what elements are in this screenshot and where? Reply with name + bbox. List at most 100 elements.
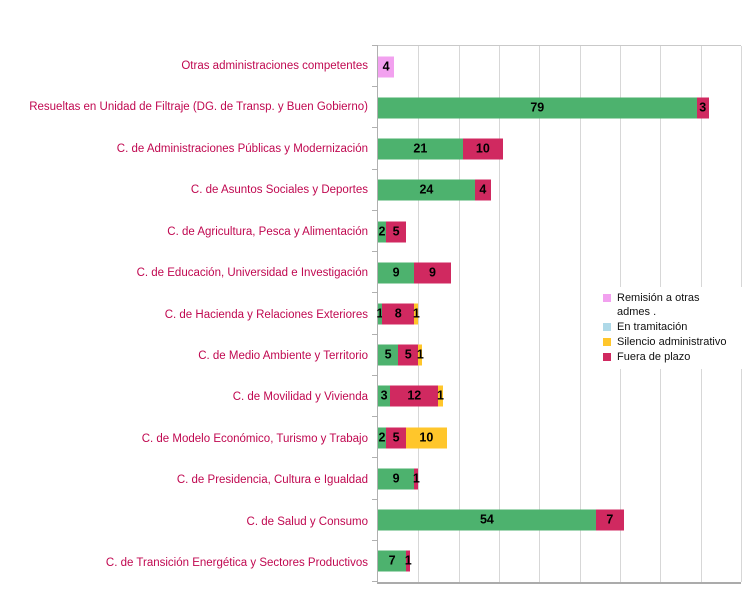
bar-segment-green: 9 bbox=[378, 468, 415, 490]
y-axis-tick bbox=[372, 251, 378, 253]
category-label: C. de Presidencia, Cultura e Igualdad bbox=[176, 474, 368, 487]
category-label: C. de Administraciones Públicas y Modern… bbox=[116, 142, 368, 155]
legend-swatch-icon bbox=[603, 338, 611, 346]
bar-segment-remision: 4 bbox=[378, 56, 395, 78]
bar-segment-fuera: 5 bbox=[398, 344, 419, 366]
bar-row: 2 5 10 bbox=[378, 417, 741, 458]
bar-value-label: 7 bbox=[388, 553, 396, 568]
category-label: C. de Modelo Económico, Turismo y Trabaj… bbox=[141, 432, 368, 445]
legend-label: En tramitación bbox=[617, 321, 688, 333]
bar-stack: 54 7 bbox=[378, 509, 741, 531]
bar-segment-green: 5 bbox=[378, 344, 399, 366]
bar-value-label: 1 bbox=[437, 388, 444, 403]
bar-value-label: 1 bbox=[376, 306, 384, 321]
gridline bbox=[418, 46, 420, 582]
bar-segment-fuera: 5 bbox=[386, 221, 407, 243]
y-axis-tick bbox=[372, 168, 378, 170]
bar-segment-green: 7 bbox=[378, 550, 407, 572]
bar-value-label: 10 bbox=[419, 430, 434, 445]
bar-value-label: 1 bbox=[412, 471, 420, 486]
bar-segment-fuera: 7 bbox=[595, 509, 625, 531]
bar-value-label: 9 bbox=[428, 265, 436, 280]
bar-segment-green: 1 bbox=[376, 303, 384, 325]
bar-stack: 3 12 1 bbox=[378, 385, 741, 407]
bar-segment-fuera: 3 bbox=[696, 97, 709, 119]
bar-stack: 79 3 bbox=[378, 97, 741, 119]
bar-value-label: 3 bbox=[699, 100, 707, 115]
y-axis-tick bbox=[372, 209, 378, 211]
bar-row: 79 3 bbox=[378, 87, 741, 128]
bar-row: 54 7 bbox=[378, 500, 741, 541]
bar-rows: 4 79 3 21 10 24 4 2 5 9 9 1 8 1 5 5 1 3 12 1 2 5 10 9 1 54 7 7 1 bbox=[376, 46, 741, 582]
y-axis-tick bbox=[372, 45, 378, 46]
y-axis-tick bbox=[372, 127, 378, 129]
y-axis-tick bbox=[372, 333, 378, 335]
bar-value-label: 1 bbox=[412, 306, 420, 321]
bar-value-label: 9 bbox=[392, 265, 400, 280]
bar-row: 24 4 bbox=[378, 170, 741, 211]
legend-label: Silencio administrativo bbox=[617, 336, 727, 348]
bar-value-label: 8 bbox=[394, 306, 402, 321]
category-label: C. de Hacienda y Relaciones Exteriores bbox=[164, 308, 368, 321]
bar-stack: 2 5 10 bbox=[378, 427, 741, 449]
y-axis-tick bbox=[372, 539, 378, 541]
bar-segment-green: 3 bbox=[378, 385, 391, 407]
category-label: C. de Asuntos Sociales y Deportes bbox=[190, 184, 368, 197]
category-label: C. de Transición Energética y Sectores P… bbox=[105, 557, 368, 570]
legend-item: Silencio administrativo bbox=[603, 335, 736, 349]
bar-value-label: 24 bbox=[419, 182, 434, 197]
category-label: Otras administraciones competentes bbox=[181, 59, 368, 72]
bar-value-label: 54 bbox=[479, 512, 494, 527]
legend-swatch-icon bbox=[603, 323, 611, 331]
bar-value-label: 4 bbox=[382, 59, 390, 74]
category-labels: Otras administraciones competentes Resuel… bbox=[0, 45, 372, 584]
gridline bbox=[499, 46, 500, 582]
bar-value-label: 7 bbox=[606, 512, 614, 527]
category-label: C. de Movilidad y Vivienda bbox=[232, 391, 368, 404]
bar-segment-fuera: 12 bbox=[390, 385, 439, 407]
bar-segment-green: 2 bbox=[378, 221, 387, 243]
legend-swatch-icon bbox=[603, 294, 611, 302]
y-axis-tick bbox=[372, 86, 378, 88]
legend-label: Remisión a otras admes . bbox=[617, 292, 700, 318]
category-label: C. de Medio Ambiente y Territorio bbox=[198, 350, 368, 363]
bar-segment-green: 24 bbox=[378, 179, 475, 201]
bar-segment-silencio: 1 bbox=[437, 385, 444, 407]
bar-value-label: 12 bbox=[407, 388, 422, 403]
bar-value-label: 9 bbox=[392, 471, 400, 486]
bar-segment-silencio: 1 bbox=[412, 303, 420, 325]
bar-segment-green: 9 bbox=[378, 262, 415, 284]
bar-segment-green: 2 bbox=[378, 427, 387, 449]
gridline bbox=[539, 46, 541, 582]
y-axis-tick bbox=[372, 374, 378, 376]
bar-segment-fuera: 8 bbox=[382, 303, 415, 325]
bar-segment-silencio: 10 bbox=[406, 427, 447, 449]
y-axis-tick bbox=[372, 457, 378, 459]
bar-segment-fuera: 5 bbox=[386, 427, 407, 449]
bar-value-label: 2 bbox=[378, 224, 386, 239]
gridline bbox=[458, 46, 460, 582]
legend-label: Fuera de plazo bbox=[617, 351, 691, 363]
bar-stack: 4 bbox=[378, 56, 741, 78]
bar-value-label: 5 bbox=[404, 347, 412, 362]
gridline bbox=[579, 46, 581, 582]
bar-segment-green: 79 bbox=[378, 97, 697, 119]
bar-row: 21 10 bbox=[378, 128, 741, 169]
y-axis-tick bbox=[372, 416, 378, 418]
bar-value-label: 3 bbox=[380, 388, 388, 403]
y-axis-tick bbox=[372, 581, 378, 582]
bar-value-label: 5 bbox=[392, 224, 400, 239]
y-axis-tick bbox=[372, 498, 378, 500]
category-label: C. de Educación, Universidad e Investiga… bbox=[136, 267, 368, 280]
